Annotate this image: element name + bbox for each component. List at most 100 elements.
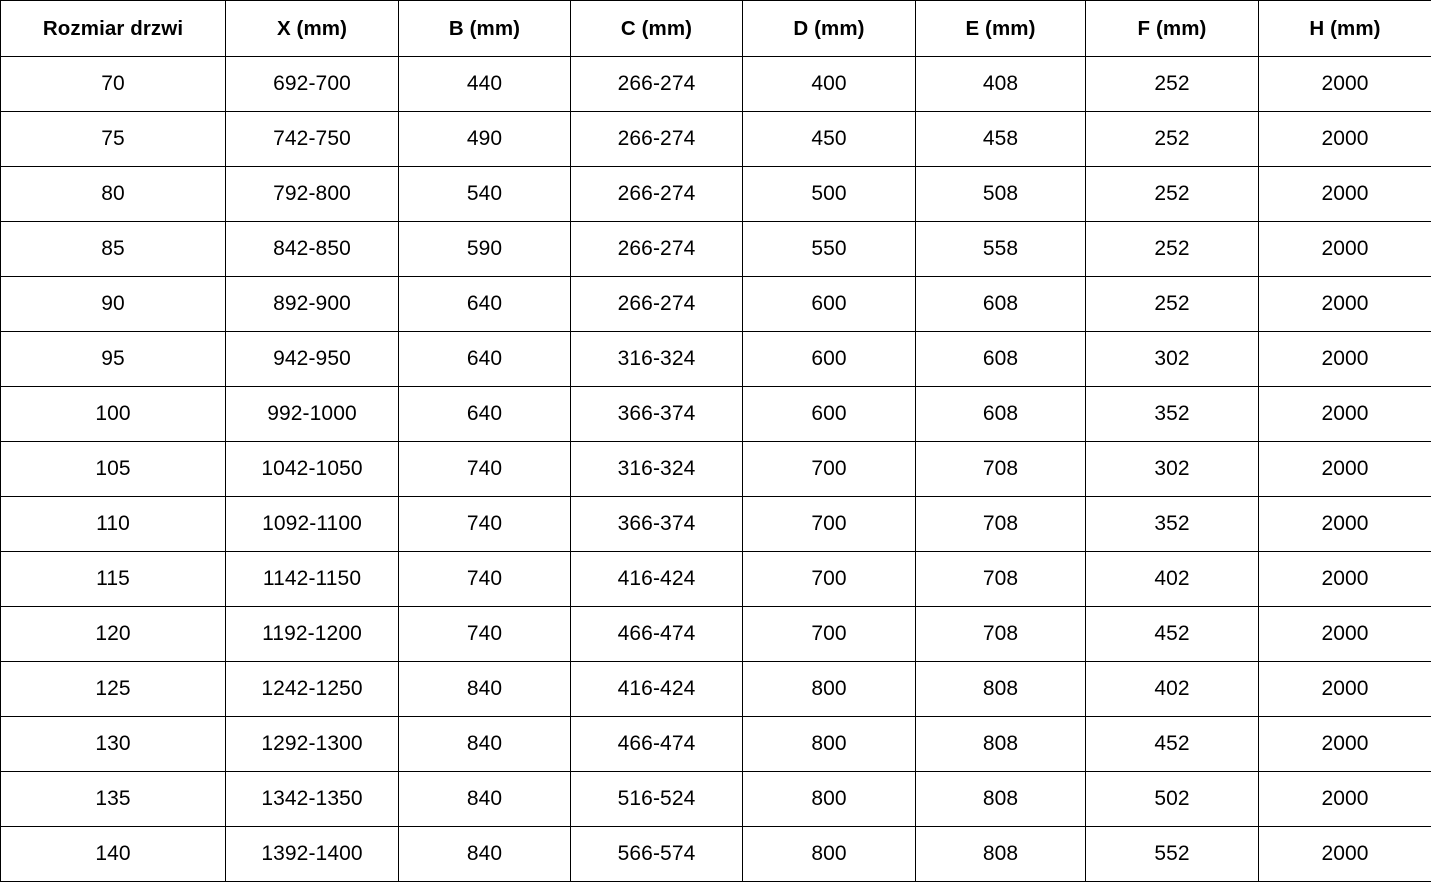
cell-d: 600 [743,387,916,442]
cell-c: 416-424 [571,662,743,717]
cell-size: 70 [1,57,226,112]
cell-d: 550 [743,222,916,277]
cell-h: 2000 [1259,552,1431,607]
cell-size: 140 [1,827,226,882]
cell-x: 942-950 [226,332,399,387]
cell-size: 110 [1,497,226,552]
table-header: Rozmiar drzwi X (mm) B (mm) C (mm) D (mm… [1,1,1431,57]
cell-d: 600 [743,277,916,332]
cell-c: 466-474 [571,607,743,662]
cell-e: 608 [916,277,1086,332]
cell-size: 80 [1,167,226,222]
cell-f: 452 [1086,717,1259,772]
table-header-row: Rozmiar drzwi X (mm) B (mm) C (mm) D (mm… [1,1,1431,57]
cell-x: 1292-1300 [226,717,399,772]
cell-f: 452 [1086,607,1259,662]
cell-c: 416-424 [571,552,743,607]
cell-e: 608 [916,332,1086,387]
cell-h: 2000 [1259,607,1431,662]
cell-e: 708 [916,607,1086,662]
cell-size: 75 [1,112,226,167]
cell-x: 1342-1350 [226,772,399,827]
cell-d: 700 [743,552,916,607]
cell-f: 252 [1086,112,1259,167]
cell-x: 1042-1050 [226,442,399,497]
cell-e: 708 [916,442,1086,497]
cell-b: 840 [399,827,571,882]
cell-x: 892-900 [226,277,399,332]
cell-size: 100 [1,387,226,442]
cell-x: 992-1000 [226,387,399,442]
cell-e: 558 [916,222,1086,277]
column-header-h: H (mm) [1259,1,1431,57]
cell-d: 700 [743,607,916,662]
cell-c: 316-324 [571,442,743,497]
cell-h: 2000 [1259,112,1431,167]
cell-h: 2000 [1259,277,1431,332]
cell-h: 2000 [1259,57,1431,112]
column-header-f: F (mm) [1086,1,1259,57]
cell-f: 402 [1086,552,1259,607]
cell-f: 502 [1086,772,1259,827]
cell-e: 808 [916,827,1086,882]
cell-c: 366-374 [571,497,743,552]
cell-b: 640 [399,332,571,387]
cell-d: 700 [743,442,916,497]
cell-b: 640 [399,387,571,442]
cell-f: 302 [1086,442,1259,497]
cell-b: 840 [399,717,571,772]
cell-b: 640 [399,277,571,332]
cell-c: 266-274 [571,222,743,277]
cell-h: 2000 [1259,772,1431,827]
cell-c: 366-374 [571,387,743,442]
cell-size: 130 [1,717,226,772]
cell-f: 352 [1086,387,1259,442]
cell-f: 252 [1086,167,1259,222]
cell-h: 2000 [1259,497,1431,552]
cell-e: 808 [916,662,1086,717]
cell-d: 800 [743,662,916,717]
cell-d: 400 [743,57,916,112]
cell-f: 252 [1086,222,1259,277]
cell-x: 742-750 [226,112,399,167]
cell-c: 266-274 [571,277,743,332]
cell-b: 740 [399,497,571,552]
column-header-x: X (mm) [226,1,399,57]
cell-x: 692-700 [226,57,399,112]
cell-c: 566-574 [571,827,743,882]
cell-e: 458 [916,112,1086,167]
cell-c: 266-274 [571,167,743,222]
cell-size: 105 [1,442,226,497]
cell-d: 600 [743,332,916,387]
cell-e: 408 [916,57,1086,112]
cell-c: 266-274 [571,57,743,112]
cell-x: 1392-1400 [226,827,399,882]
cell-c: 266-274 [571,112,743,167]
cell-b: 840 [399,662,571,717]
cell-d: 800 [743,717,916,772]
cell-x: 1142-1150 [226,552,399,607]
column-header-size: Rozmiar drzwi [1,1,226,57]
cell-b: 540 [399,167,571,222]
cell-b: 740 [399,607,571,662]
cell-size: 95 [1,332,226,387]
cell-h: 2000 [1259,332,1431,387]
cell-size: 120 [1,607,226,662]
cell-e: 708 [916,552,1086,607]
cell-f: 402 [1086,662,1259,717]
cell-b: 590 [399,222,571,277]
cell-e: 708 [916,497,1086,552]
cell-d: 450 [743,112,916,167]
